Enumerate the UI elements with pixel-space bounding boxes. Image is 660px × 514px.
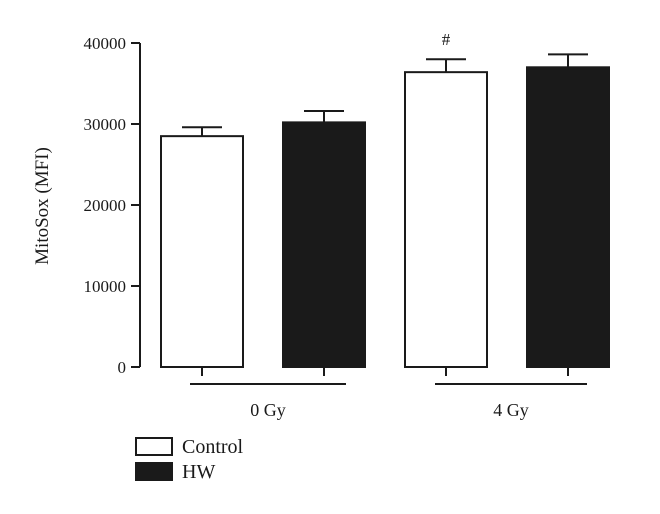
y-axis-title: MitoSox (MFI) [32, 147, 53, 265]
bars: # [160, 30, 610, 369]
legend-label: HW [182, 461, 215, 483]
y-tick-label: 0 [118, 358, 127, 377]
y-tick-label: 20000 [84, 196, 127, 215]
bar-control [160, 135, 244, 368]
bar-control [404, 71, 488, 368]
y-tick-label: 10000 [84, 277, 127, 296]
bar-hw [526, 66, 610, 369]
legend-swatch-hw [135, 462, 173, 481]
y-axis: 0 10000 20000 30000 40000 [84, 34, 141, 377]
significance-marker: # [442, 30, 451, 49]
bar-hw [282, 121, 366, 368]
group-label: 4 Gy [493, 400, 529, 420]
legend: Control HW [135, 436, 244, 483]
legend-label: Control [182, 436, 244, 458]
x-axis-groups: 0 Gy 4 Gy [190, 367, 587, 420]
y-tick-label: 40000 [84, 34, 127, 53]
group-label: 0 Gy [250, 400, 286, 420]
y-tick-label: 30000 [84, 115, 127, 134]
legend-swatch-control [135, 437, 173, 456]
